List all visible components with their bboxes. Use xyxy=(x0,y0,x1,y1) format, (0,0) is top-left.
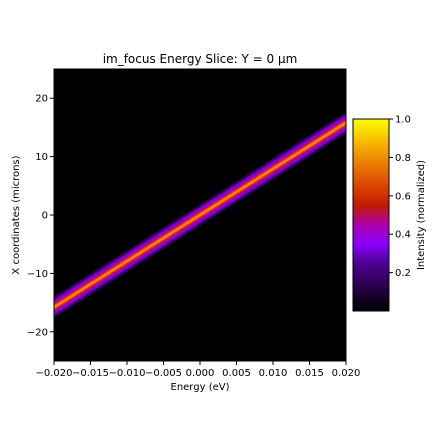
colorbar-tick-label: 1.0 xyxy=(395,115,411,126)
y-tick-label: −20 xyxy=(27,327,48,338)
y-tick-label: 0 xyxy=(42,211,48,222)
y-tick-label: 20 xyxy=(35,94,48,105)
x-tick-label: 0.010 xyxy=(259,368,288,379)
x-tick-label: 0.005 xyxy=(222,368,251,379)
ridge-peak xyxy=(54,121,346,309)
y-axis: 20 10 0 −10 −20 xyxy=(27,94,54,338)
y-tick-label: −10 xyxy=(27,269,48,280)
colorbar-tick-label: 0.8 xyxy=(395,153,411,164)
plot-area xyxy=(53,68,347,362)
colorbar-gradient xyxy=(353,119,389,311)
x-tick-label: 0.020 xyxy=(332,368,361,379)
x-axis-label: Energy (eV) xyxy=(171,382,230,393)
x-axis: −0.020 −0.015 −0.010 −0.005 0.000 0.005 0.010 0… xyxy=(35,361,360,379)
x-tick-label: −0.015 xyxy=(72,368,109,379)
colorbar-tick-label: 0.2 xyxy=(395,268,411,279)
ridge-layer xyxy=(54,112,346,318)
y-axis-label: X coordinates (microns) xyxy=(11,155,22,274)
y-tick-label: 10 xyxy=(35,152,48,163)
colorbar-ticks: 0.2 0.4 0.6 0.8 1.0 xyxy=(389,115,411,279)
x-tick-label: −0.005 xyxy=(145,368,182,379)
x-tick-label: 0.015 xyxy=(295,368,324,379)
colorbar-tick-label: 0.4 xyxy=(395,230,411,241)
x-tick-label: −0.020 xyxy=(35,368,72,379)
chart-title: im_focus Energy Slice: Y = 0 µm xyxy=(103,52,298,66)
x-tick-label: −0.010 xyxy=(108,368,145,379)
colorbar-frame xyxy=(352,118,390,312)
colorbar-label: Intensity (normalized) xyxy=(416,160,427,270)
colorbar-tick-label: 0.6 xyxy=(395,191,411,202)
x-tick-label: 0.000 xyxy=(186,368,215,379)
colorbar: 0.2 0.4 0.6 0.8 1.0 Intensity (normalized) xyxy=(352,115,427,312)
